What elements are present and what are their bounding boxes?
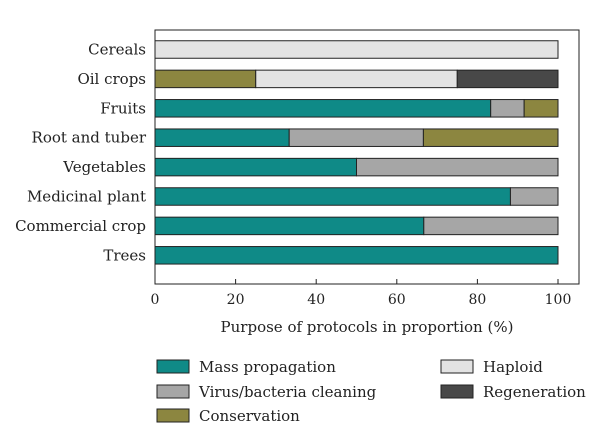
category-label-root-and-tuber: Root and tuber	[32, 129, 147, 147]
bar-fruits-mass-propagation	[154, 99, 492, 118]
category-label-trees: Trees	[103, 246, 146, 264]
category-label-oil-crops: Oil crops	[77, 70, 146, 88]
category-label-cereals: Cereals	[88, 41, 146, 59]
legend-label-virus-bacteria-cleaning: Virus/bacteria cleaning	[198, 383, 377, 401]
bar-commercial-crop-virus-bacteria-cleaning	[423, 216, 559, 236]
bar-oil-crops-conservation	[154, 69, 257, 89]
bar-commercial-crop-mass-propagation	[154, 216, 425, 236]
category-label-fruits: Fruits	[100, 99, 146, 117]
category-label-commercial-crop: Commercial crop	[15, 217, 146, 235]
legend-swatch-mass-propagation	[156, 359, 190, 374]
category-labels: Cereals Oil crops Fruits Root and tuber Vege…	[15, 41, 147, 265]
bar-oil-crops-regeneration	[456, 69, 559, 89]
legend-swatch-virus-bacteria-cleaning	[156, 384, 190, 399]
bar-fruits-virus-bacteria-cleaning	[490, 99, 525, 118]
x-tick-label-80: 80	[468, 292, 486, 308]
plot-area-frame	[154, 29, 580, 285]
bar-vegetables-mass-propagation	[154, 157, 357, 177]
bar-root-and-tuber-virus-bacteria-cleaning	[288, 128, 424, 147]
bar-medicinal-plant-mass-propagation	[154, 187, 511, 206]
legend: Mass propagation Virus/bacteria cleaning C…	[156, 358, 586, 425]
bar-fruits-conservation	[523, 99, 559, 118]
legend-label-mass-propagation: Mass propagation	[199, 358, 336, 376]
bar-oil-crops-haploid	[255, 69, 458, 89]
bar-root-and-tuber-mass-propagation	[154, 128, 290, 147]
x-tick-label-40: 40	[307, 292, 325, 308]
x-tick-label-0: 0	[151, 292, 160, 308]
bar-medicinal-plant-virus-bacteria-cleaning	[509, 187, 559, 206]
x-axis-title: Purpose of protocols in proportion (%)	[221, 318, 514, 336]
bar-root-and-tuber-conservation	[422, 128, 559, 147]
legend-label-regeneration: Regeneration	[483, 383, 586, 401]
category-label-vegetables: Vegetables	[62, 158, 146, 176]
legend-swatch-haploid	[440, 359, 474, 374]
bar-trees-mass-propagation	[154, 246, 559, 265]
bar-vegetables-virus-bacteria-cleaning	[356, 157, 559, 177]
x-tick-label-100: 100	[545, 292, 572, 308]
x-axis-ticks: 0 20 40 60 80 100	[151, 279, 572, 308]
x-tick-label-20: 20	[227, 292, 245, 308]
legend-swatch-regeneration	[440, 384, 474, 399]
legend-label-haploid: Haploid	[483, 358, 543, 376]
legend-swatch-conservation	[156, 408, 190, 423]
bars-group	[154, 40, 559, 265]
category-label-medicinal-plant: Medicinal plant	[27, 188, 146, 206]
legend-label-conservation: Conservation	[199, 407, 300, 425]
x-tick-label-60: 60	[388, 292, 406, 308]
bar-cereals-haploid	[154, 40, 559, 59]
